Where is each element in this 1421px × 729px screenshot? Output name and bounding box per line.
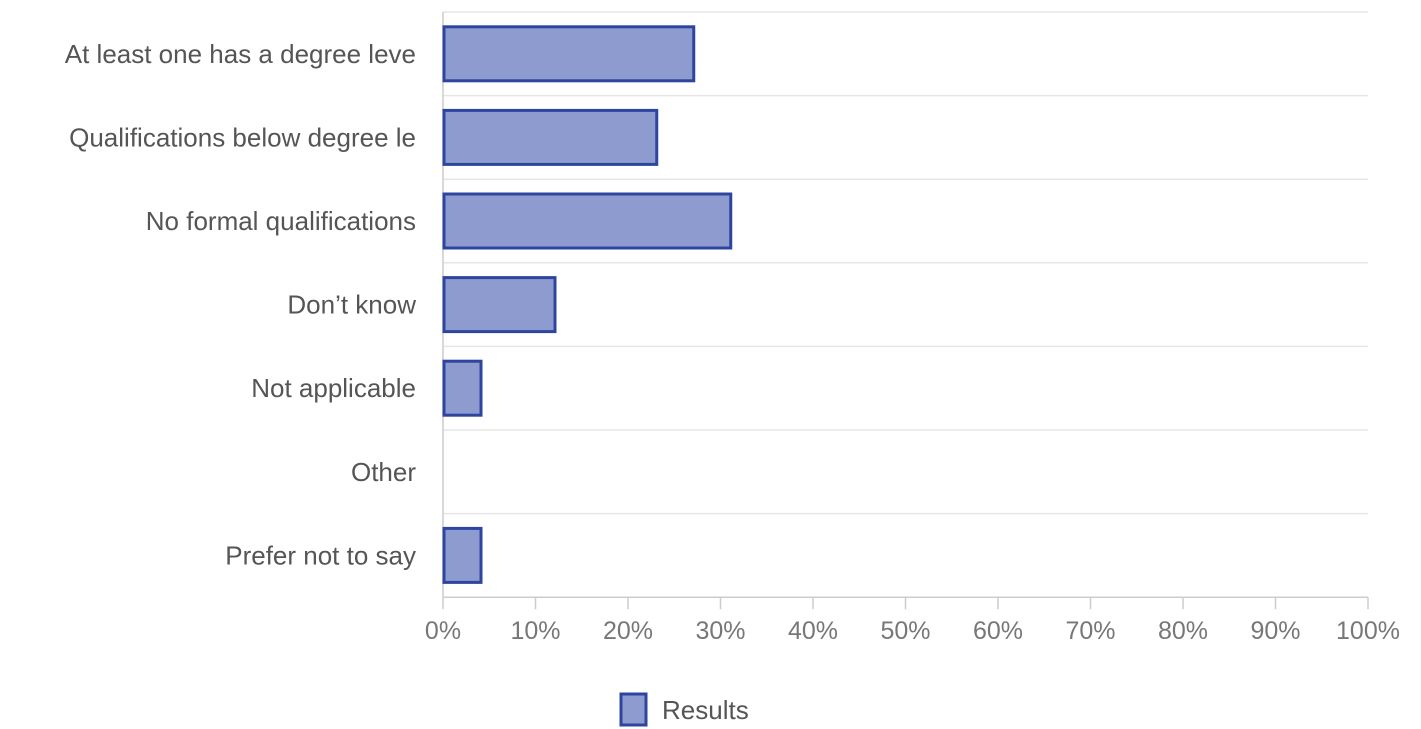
category-label: Prefer not to say bbox=[225, 540, 416, 570]
category-label: At least one has a degree leve bbox=[65, 39, 416, 69]
category-label: Other bbox=[351, 457, 416, 487]
bar bbox=[442, 108, 659, 166]
x-tick-label: 80% bbox=[1158, 617, 1208, 645]
x-tick-label: 30% bbox=[695, 617, 745, 645]
legend-swatch-results bbox=[619, 692, 648, 727]
category-labels: At least one has a degree leve Qualificat… bbox=[65, 39, 417, 571]
category-label: Not applicable bbox=[251, 373, 416, 403]
legend-label-results: Results bbox=[662, 695, 749, 725]
x-tick-label: 10% bbox=[510, 617, 560, 645]
bar bbox=[442, 276, 557, 334]
category-label: No formal qualifications bbox=[146, 206, 416, 236]
bar bbox=[442, 526, 483, 584]
x-tick-label: 90% bbox=[1250, 617, 1300, 645]
grid-layer bbox=[442, 11, 1368, 598]
x-axis-ticks: 0% 10% 20% 30% 40% 50% 60% 70% 80% 90% 100% bbox=[425, 597, 1400, 645]
x-tick-label: 70% bbox=[1065, 617, 1115, 645]
x-tick-label: 100% bbox=[1336, 617, 1400, 645]
x-tick-label: 60% bbox=[973, 617, 1023, 645]
legend: Results bbox=[619, 692, 749, 727]
bar bbox=[442, 25, 696, 83]
bar bbox=[442, 192, 733, 250]
category-label: Don’t know bbox=[287, 290, 416, 320]
x-tick-label: 50% bbox=[880, 617, 930, 645]
x-tick-label: 0% bbox=[425, 617, 461, 645]
bars-layer bbox=[442, 25, 733, 584]
bar bbox=[442, 359, 483, 417]
x-tick-label: 20% bbox=[603, 617, 653, 645]
category-label: Qualifications below degree le bbox=[69, 122, 416, 152]
x-tick-label: 40% bbox=[788, 617, 838, 645]
